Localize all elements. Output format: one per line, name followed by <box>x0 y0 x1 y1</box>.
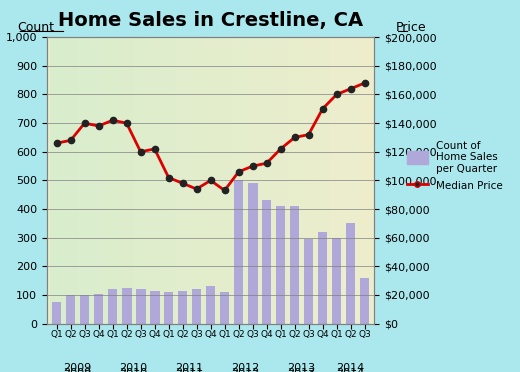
Bar <box>248 183 257 324</box>
Bar <box>63 37 77 324</box>
Bar <box>122 288 132 324</box>
Bar <box>164 292 174 324</box>
Bar <box>358 37 372 324</box>
Bar <box>120 37 134 324</box>
Bar <box>231 37 245 324</box>
Text: 2009: 2009 <box>63 363 92 372</box>
Bar <box>360 278 370 324</box>
Bar <box>94 294 103 324</box>
Bar <box>302 37 316 324</box>
Bar <box>290 206 300 324</box>
Bar <box>304 239 314 324</box>
Bar <box>148 37 162 324</box>
Bar <box>346 223 356 324</box>
Bar <box>176 37 190 324</box>
Text: 2009: 2009 <box>63 368 92 372</box>
Bar <box>136 289 146 324</box>
Bar <box>162 37 176 324</box>
Bar <box>316 37 330 324</box>
Bar <box>108 289 118 324</box>
Bar <box>134 37 148 324</box>
Bar <box>80 295 89 324</box>
Bar <box>332 238 342 324</box>
Bar <box>217 37 231 324</box>
Text: 2013: 2013 <box>288 368 316 372</box>
Bar <box>330 37 344 324</box>
Bar <box>219 292 229 324</box>
Text: 2012: 2012 <box>231 368 259 372</box>
Bar <box>233 180 243 324</box>
Bar <box>204 37 217 324</box>
Text: 2014: 2014 <box>336 363 365 372</box>
Text: 2012: 2012 <box>231 363 259 372</box>
Bar <box>192 289 201 324</box>
Bar <box>262 201 271 324</box>
Bar <box>276 206 285 324</box>
Bar <box>259 37 274 324</box>
Bar <box>274 37 288 324</box>
Bar <box>77 37 92 324</box>
Text: 2013: 2013 <box>288 363 316 372</box>
Bar <box>245 37 259 324</box>
Bar <box>51 302 61 324</box>
Bar <box>344 37 358 324</box>
Bar <box>190 37 204 324</box>
Bar <box>92 37 106 324</box>
Bar <box>47 37 374 324</box>
Bar <box>206 286 215 324</box>
Text: 2010: 2010 <box>120 368 148 372</box>
Legend: Count of
Home Sales
per Quarter, Median Price: Count of Home Sales per Quarter, Median … <box>402 137 507 196</box>
Text: 2011: 2011 <box>176 363 204 372</box>
Bar <box>318 232 328 324</box>
Text: 2014: 2014 <box>336 368 365 372</box>
Text: Price: Price <box>396 21 426 34</box>
Title: Home Sales in Crestline, CA: Home Sales in Crestline, CA <box>58 11 363 30</box>
Bar <box>106 37 120 324</box>
Bar <box>49 37 63 324</box>
Bar <box>178 291 188 324</box>
Text: Count: Count <box>17 21 54 34</box>
Bar <box>66 295 75 324</box>
Text: 2010: 2010 <box>120 363 148 372</box>
Bar <box>150 291 160 324</box>
Text: 2011: 2011 <box>176 368 204 372</box>
Bar <box>288 37 302 324</box>
